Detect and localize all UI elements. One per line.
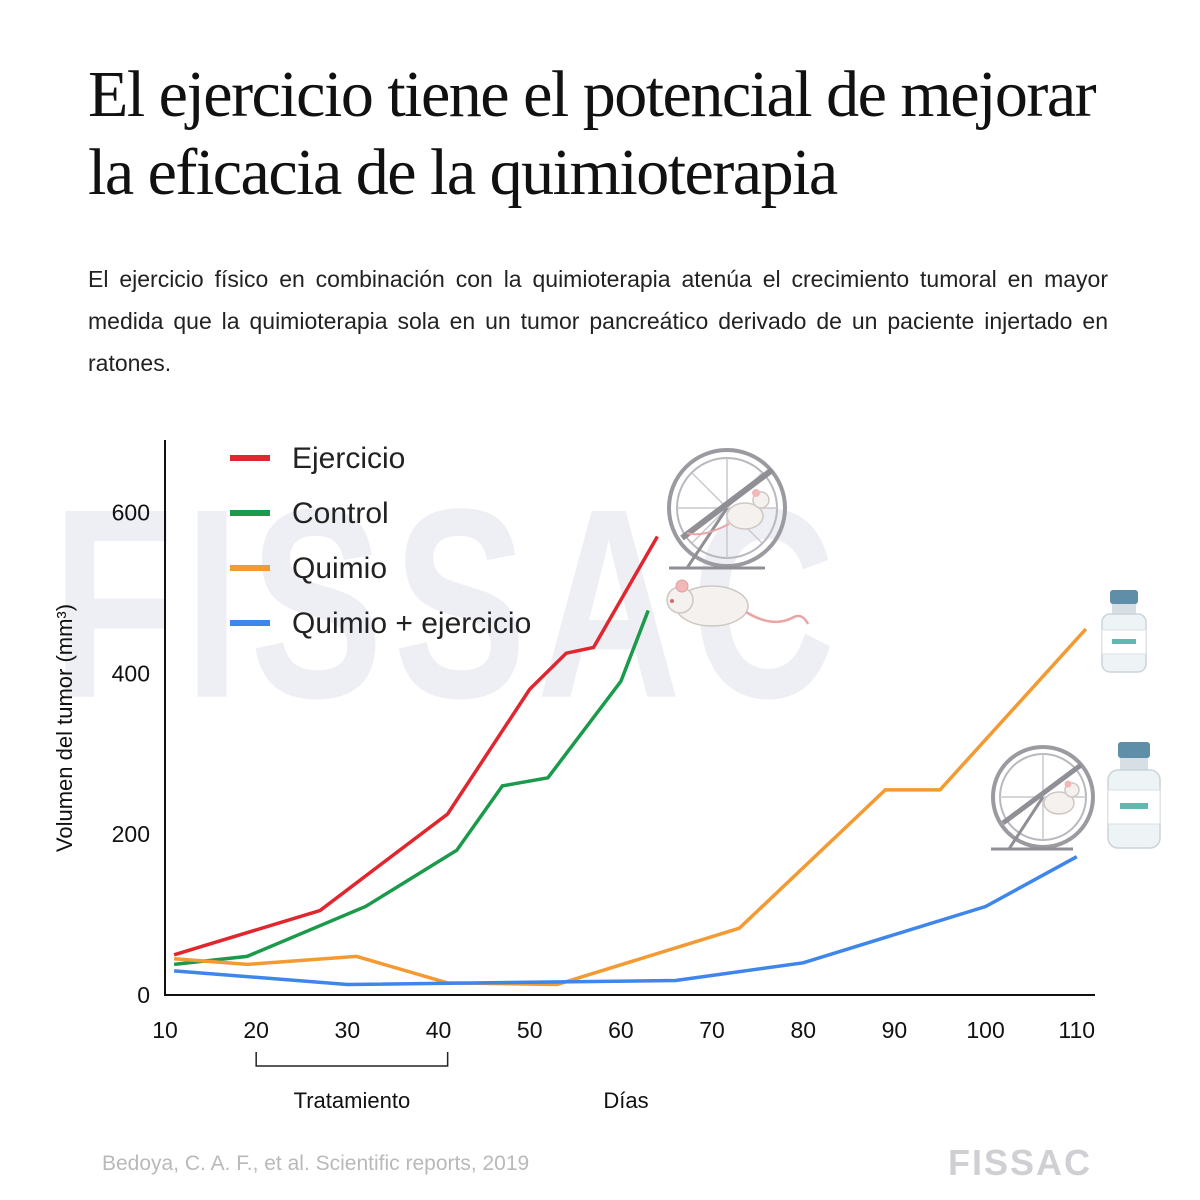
- treatment-bracket-line: [255, 1052, 449, 1067]
- x-tick-label-9: 100: [966, 1017, 1004, 1043]
- x-tick-label-0: 10: [152, 1017, 178, 1043]
- treatment-bracket: [255, 1052, 449, 1067]
- x-tick-label-2: 30: [335, 1017, 361, 1043]
- chemo-vial-icon: [1101, 590, 1147, 673]
- y-tick-label-0: 0: [137, 982, 150, 1008]
- tumor-growth-chart: 0 200 400 600 10 20 30 40 50 60 70 80 90 100 110 Volu…: [52, 440, 1161, 1113]
- y-tick-label-1: 200: [112, 821, 150, 847]
- legend-label-1: Control: [292, 497, 389, 530]
- x-tick-label-6: 70: [699, 1017, 725, 1043]
- series-line-control: [173, 609, 650, 967]
- chemo-vial-icon-2: [1107, 742, 1161, 849]
- source-citation: Bedoya, C. A. F., et al. Scientific repo…: [102, 1152, 530, 1175]
- page-subtitle: El ejercicio físico en combinación con l…: [88, 266, 1108, 376]
- series-line-ejercicio: [173, 535, 659, 957]
- legend-label-0: Ejercicio: [292, 442, 405, 475]
- x-tick-label-1: 20: [243, 1017, 269, 1043]
- y-tick-label-3: 600: [112, 499, 150, 525]
- x-tick-label-8: 90: [882, 1017, 908, 1043]
- legend: Ejercicio Control Quimio Quimio + ejercicio: [230, 442, 531, 640]
- page-title: El ejercicio tiene el potencial de mejor…: [88, 58, 1097, 209]
- x-tick-label-5: 60: [608, 1017, 634, 1043]
- x-tick-label-7: 80: [790, 1017, 816, 1043]
- series-line-quimio: [173, 627, 1088, 987]
- sedentary-mouse-icon: [666, 579, 810, 627]
- legend-label-3: Quimio + ejercicio: [292, 607, 531, 640]
- x-tick-label-10: 110: [1058, 1017, 1095, 1043]
- brand-logo: FISSAC: [948, 1142, 1093, 1183]
- series-line-quimio-ejercicio: [173, 855, 1078, 987]
- x-tick-label-3: 40: [426, 1017, 452, 1043]
- x-tick-label-4: 50: [517, 1017, 543, 1043]
- legend-label-2: Quimio: [292, 552, 387, 585]
- exercise-wheel-mouse-icon: [667, 448, 787, 570]
- treatment-label: Tratamiento: [294, 1088, 411, 1113]
- chart-axes: [164, 440, 1095, 996]
- y-tick-label-2: 400: [112, 660, 150, 686]
- y-axis-title: Volumen del tumor (mm³): [52, 604, 77, 852]
- x-axis-title: Días: [603, 1088, 648, 1113]
- exercise-wheel-mouse-icon-2: [991, 745, 1095, 851]
